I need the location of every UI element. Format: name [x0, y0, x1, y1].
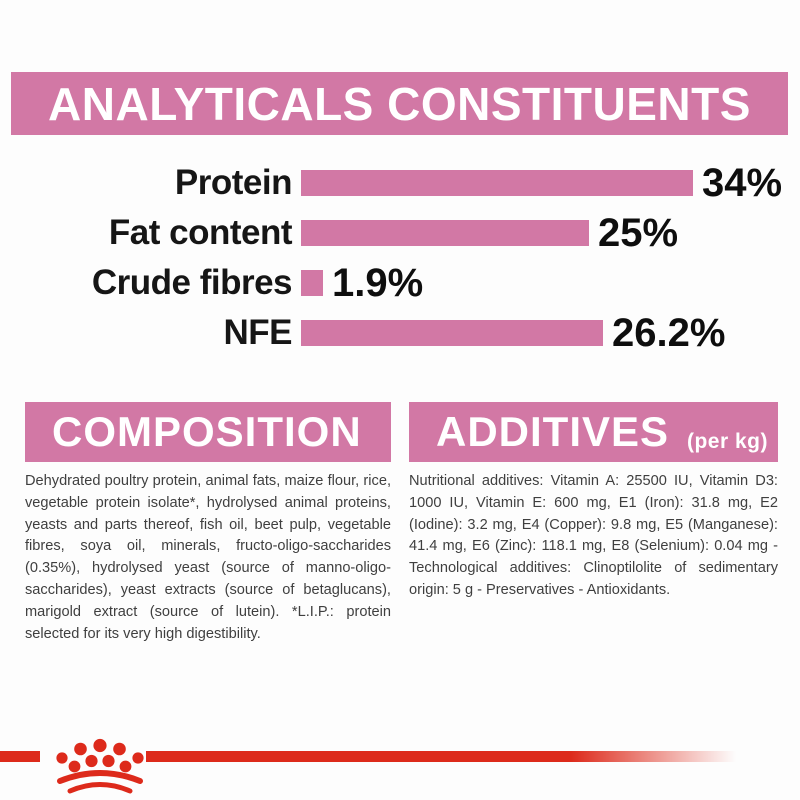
analytical-constituents-chart: Protein 34% Fat content 25% Crude fibres…: [0, 158, 800, 358]
composition-header-band: COMPOSITION: [25, 402, 391, 462]
additives-section: ADDITIVES (per kg) Nutritional additives…: [409, 402, 778, 602]
chart-bar: [301, 270, 323, 296]
chart-value-label: 34%: [702, 160, 783, 205]
additives-subtitle: (per kg): [686, 430, 768, 453]
chart-row: Fat content 25%: [0, 208, 800, 258]
analyticals-header-band: ANALYTICALS CONSTITUENTS: [11, 72, 788, 135]
chart-row: Protein 34%: [0, 158, 800, 208]
chart-category-label: Crude fibres: [91, 263, 293, 302]
additives-title: ADDITIVES: [436, 408, 670, 455]
chart-category-label: NFE: [223, 313, 293, 352]
chart-row: NFE 26.2%: [0, 308, 800, 358]
chart-value-label: 26.2%: [612, 310, 726, 355]
logo-right-bar: [146, 751, 736, 762]
chart-bar: [301, 320, 603, 346]
logo-left-bar: [0, 751, 40, 762]
chart-value-label: 1.9%: [332, 260, 424, 305]
composition-title: COMPOSITION: [52, 408, 362, 455]
analyticals-title: ANALYTICALS CONSTITUENTS: [48, 77, 751, 130]
chart-bar: [301, 170, 693, 196]
additives-header-band: ADDITIVES (per kg): [409, 402, 778, 462]
chart-bar: [301, 220, 589, 246]
chart-value-label: 25%: [598, 210, 679, 255]
additives-body-text: Nutritional additives: Vitamin A: 25500 …: [409, 473, 778, 598]
chart-category-label: Protein: [174, 163, 293, 202]
brand-logo: [0, 738, 800, 800]
composition-body-text: Dehydrated poultry protein, animal fats,…: [25, 473, 391, 642]
composition-section: COMPOSITION Dehydrated poultry protein, …: [25, 402, 391, 645]
royal-canin-crown-icon: [56, 738, 144, 794]
chart-category-label: Fat content: [108, 213, 293, 252]
chart-row: Crude fibres 1.9%: [0, 258, 800, 308]
